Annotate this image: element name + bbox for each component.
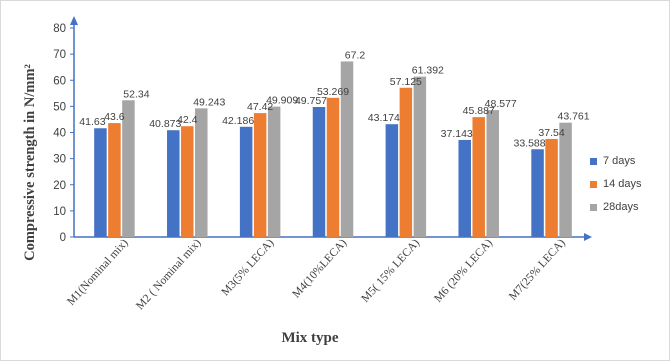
- bar: [458, 139, 471, 237]
- bar: [559, 122, 572, 237]
- legend-label-14-days: 14 days: [603, 178, 642, 190]
- legend-item-14-days: 14 days: [590, 178, 642, 190]
- legend-item-28days: 28days: [590, 201, 642, 213]
- data-label: 53.269: [317, 86, 349, 98]
- y-tick-labels: 0 10 20 30 40 50 60 70 80: [53, 23, 74, 244]
- bar: [545, 138, 558, 237]
- bar: [195, 108, 208, 237]
- bar: [239, 126, 253, 237]
- y-axis-title-text: Compressive strength in N/mm²: [21, 63, 38, 261]
- data-label: 49.243: [193, 96, 225, 108]
- data-label: 40.873: [149, 118, 181, 130]
- data-label: 49.757: [295, 95, 327, 107]
- legend-item-7-days: 7 days: [590, 155, 642, 167]
- bar: [399, 87, 413, 237]
- x-tick-labels: M1(Nominal mix) M2 ( Nominal mix) M3(5% LE…: [65, 237, 568, 312]
- bars: [94, 61, 572, 238]
- bar: [253, 113, 267, 237]
- bar: [385, 124, 399, 237]
- bar: [340, 61, 354, 237]
- data-label: 37.54: [538, 127, 564, 139]
- y-tick-label: 30: [53, 154, 66, 166]
- bar: [94, 128, 107, 237]
- x-axis-title: Mix type: [281, 330, 339, 346]
- data-label: 52.34: [123, 88, 149, 100]
- data-label: 45.887: [463, 105, 495, 117]
- bar: [531, 149, 544, 237]
- bar: [312, 107, 326, 238]
- data-label: 47.42: [247, 101, 273, 113]
- data-label: 49.909: [266, 95, 298, 107]
- data-label: 37.143: [441, 128, 473, 140]
- bar: [122, 100, 135, 237]
- data-label: 48.577: [485, 98, 517, 110]
- legend-label-28days: 28days: [603, 201, 639, 213]
- bar: [267, 106, 281, 238]
- legend-swatch-7-days: [590, 157, 597, 165]
- bar: [326, 97, 340, 237]
- y-tick-label: 40: [53, 128, 66, 140]
- y-tick-label: 80: [53, 23, 66, 35]
- y-tick-label: 0: [60, 232, 66, 244]
- x-tick-label: M2 ( Nominal mix): [134, 237, 204, 312]
- data-label: 67.2: [345, 49, 366, 61]
- legend-label-7-days: 7 days: [603, 155, 636, 167]
- data-label: 42.186: [222, 115, 254, 127]
- legend: 7 days 14 days 28days: [590, 155, 642, 224]
- legend-swatch-28days: [590, 203, 597, 211]
- bar: [108, 123, 121, 237]
- x-tick-label: M6 (20% LECA): [432, 237, 495, 305]
- x-tick-label: M1(Nominal mix): [65, 237, 131, 308]
- y-tick-label: 20: [53, 180, 66, 192]
- x-tick-label: M7(25% LECA): [507, 237, 568, 303]
- y-axis-arrow: [70, 16, 78, 25]
- y-tick-label: 70: [53, 49, 66, 61]
- data-label: 33.588: [514, 137, 546, 149]
- y-tick-label: 10: [53, 206, 66, 218]
- data-label: 57.125: [390, 76, 422, 88]
- data-label: 61.392: [412, 65, 444, 77]
- y-tick-label: 50: [53, 101, 66, 113]
- y-axis-title: Compressive strength in N/mm²: [20, 42, 40, 282]
- y-tick-label: 60: [53, 75, 66, 87]
- data-label: 42.4: [177, 114, 198, 126]
- bar: [472, 117, 485, 237]
- x-tick-label: M5( 15% LECA): [359, 237, 422, 305]
- bar: [413, 76, 427, 237]
- x-axis-arrow: [584, 233, 592, 241]
- bar: [167, 130, 180, 237]
- bar: [486, 110, 499, 237]
- x-tick-label: M4(10%LECA): [290, 237, 349, 301]
- data-label: 43.761: [558, 111, 590, 123]
- bar: [181, 126, 194, 237]
- x-tick-label: M3(5% LECA): [219, 237, 276, 299]
- data-label: 43.6: [104, 111, 125, 123]
- data-label: 43.174: [368, 112, 400, 124]
- data-label: 41.63: [79, 116, 105, 128]
- legend-swatch-14-days: [590, 180, 597, 188]
